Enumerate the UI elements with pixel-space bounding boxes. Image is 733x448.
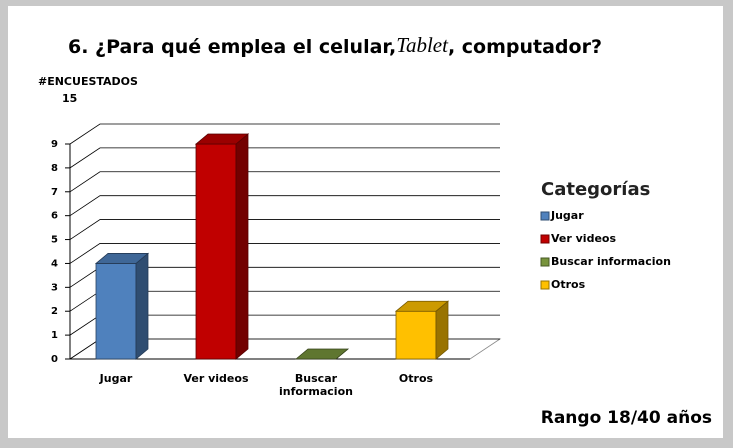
y-tick-label: 9 [51, 139, 58, 150]
grid-line [69, 243, 500, 264]
bar [294, 348, 350, 360]
bar-top [394, 300, 450, 312]
y-tick-label: 1 [51, 330, 58, 341]
x-tick-label: Jugar [99, 372, 133, 385]
bar-top [94, 253, 150, 264]
legend-label: Otros [551, 278, 586, 291]
legend-swatch [540, 280, 550, 290]
y-axis-label: #ENCUESTADOS [38, 75, 138, 88]
y-tick-label: 4 [51, 258, 58, 269]
grid-line [69, 171, 500, 193]
chart-title: 6. ¿Para qué emplea el celular,Tablet, c… [68, 33, 602, 58]
panel [8, 6, 723, 438]
bar-top [194, 133, 250, 145]
bar-side [135, 252, 149, 360]
grid-line [69, 195, 500, 216]
bar [194, 133, 250, 360]
title-part: 6. ¿Para qué emplea el celular, [68, 36, 396, 58]
y-tick-label: 2 [51, 306, 58, 317]
bar [394, 300, 450, 360]
y-tick-label: 7 [51, 187, 58, 198]
y-axis-note: 15 [62, 92, 77, 105]
bar-front [395, 310, 437, 360]
y-tick-label: 5 [51, 235, 58, 246]
bar-front [95, 263, 137, 360]
y-tick-label: 0 [51, 354, 58, 365]
bar-front [195, 143, 237, 360]
y-tick-label: 3 [51, 282, 58, 293]
x-tick-label: Buscar informacion [279, 372, 353, 398]
x-tick-label: Otros [398, 372, 434, 385]
legend-title: Categorías [541, 179, 650, 200]
legend-label: Ver videos [551, 232, 616, 245]
legend-label: Buscar informacion [551, 255, 671, 268]
title-part: Tablet [396, 33, 449, 57]
legend-swatch [540, 234, 550, 244]
y-tick-label: 6 [51, 211, 58, 222]
legend-swatch [540, 257, 550, 267]
bar-side [235, 133, 249, 360]
legend-swatch [540, 211, 550, 221]
grid-line [69, 219, 500, 240]
y-tick-label: 8 [51, 163, 58, 174]
grid-line [69, 123, 500, 145]
grid-line [69, 147, 500, 169]
legend-label: Jugar [550, 209, 584, 222]
x-tick-label: Ver videos [183, 372, 249, 385]
bar [94, 252, 150, 360]
footer: Rango 18/40 años [541, 408, 712, 428]
title-part: , computador? [448, 36, 602, 58]
bar-top [294, 348, 350, 360]
